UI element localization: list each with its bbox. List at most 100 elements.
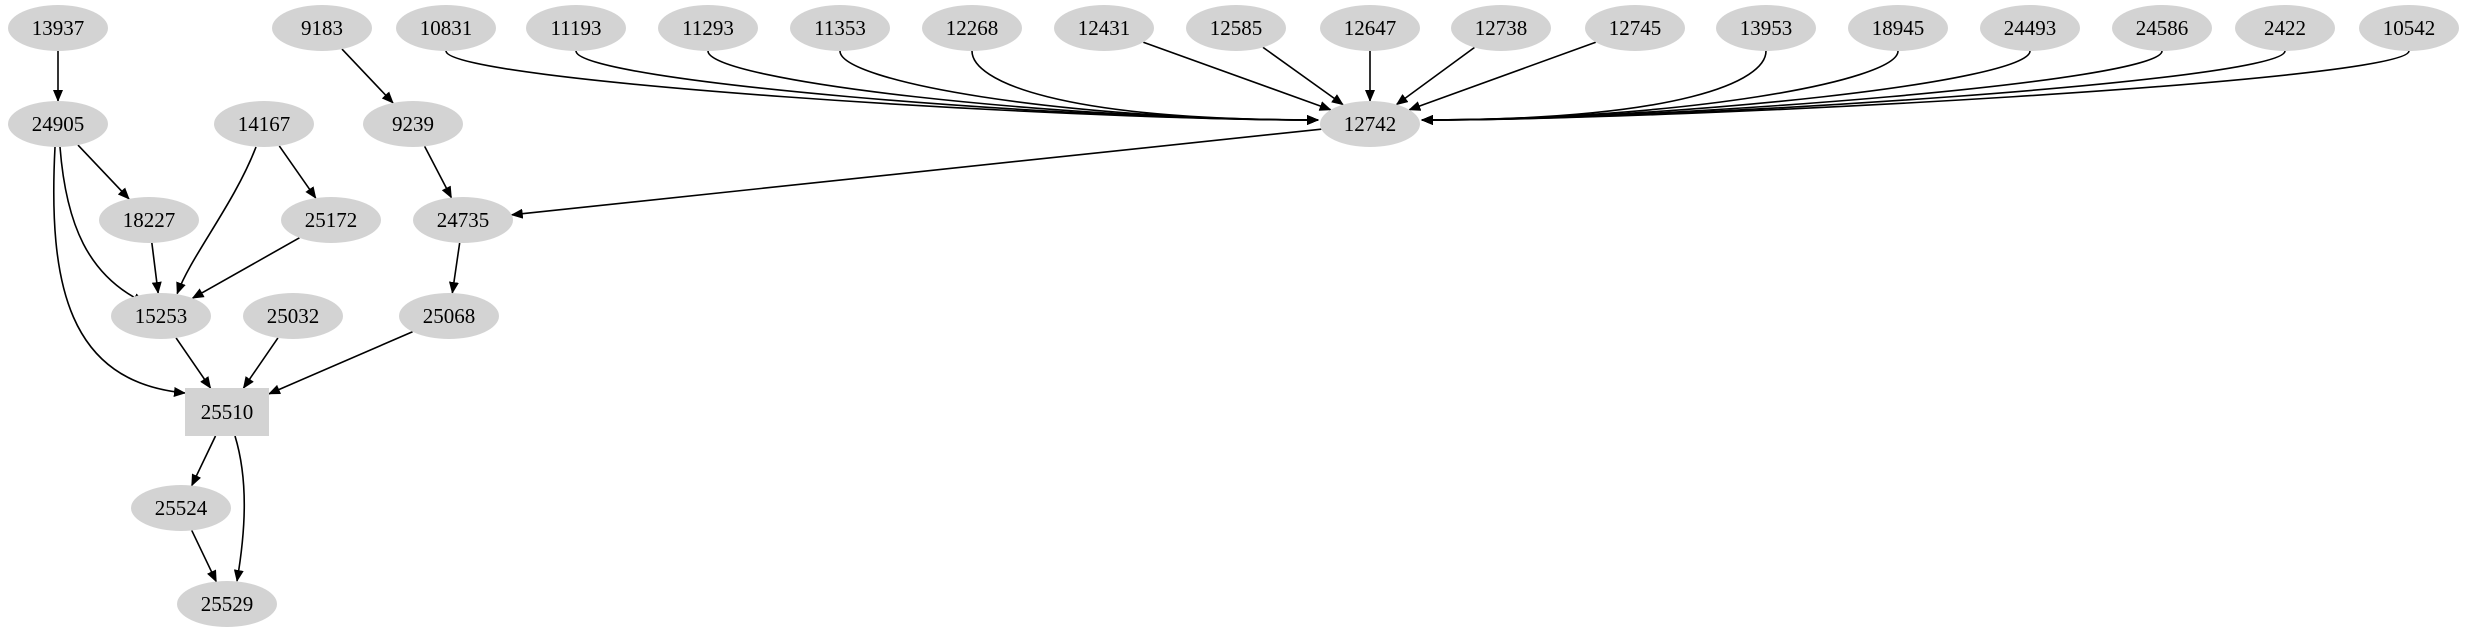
- node-18227[interactable]: 18227: [99, 197, 199, 243]
- node-ellipse: [111, 293, 211, 339]
- node-12431[interactable]: 12431: [1054, 5, 1154, 51]
- node-label: 10542: [2383, 16, 2436, 40]
- node-label: 9239: [392, 112, 434, 136]
- node-label: 24905: [32, 112, 85, 136]
- node-24735[interactable]: 24735: [413, 197, 513, 243]
- node-ellipse: [1980, 5, 2080, 51]
- node-label: 15253: [135, 304, 188, 328]
- node-ellipse: [8, 101, 108, 147]
- node-box: [185, 388, 269, 436]
- node-label: 13937: [32, 16, 85, 40]
- node-ellipse: [399, 293, 499, 339]
- node-label: 24493: [2004, 16, 2057, 40]
- node-12647[interactable]: 12647: [1320, 5, 1420, 51]
- node-ellipse: [2112, 5, 2212, 51]
- edge-15253-to-25510: [175, 337, 212, 389]
- node-12585[interactable]: 12585: [1186, 5, 1286, 51]
- node-25524[interactable]: 25524: [131, 485, 231, 531]
- node-25068[interactable]: 25068: [399, 293, 499, 339]
- node-label: 25068: [423, 304, 476, 328]
- node-ellipse: [2235, 5, 2335, 51]
- node-25032[interactable]: 25032: [243, 293, 343, 339]
- edge-11193-to-12742: [575, 50, 1319, 125]
- node-ellipse: [243, 293, 343, 339]
- node-ellipse: [214, 101, 314, 147]
- node-label: 13953: [1740, 16, 1793, 40]
- edge-24905-to-15253: [59, 146, 146, 304]
- node-ellipse: [177, 581, 277, 627]
- node-ellipse: [1585, 5, 1685, 51]
- node-label: 12431: [1078, 16, 1131, 40]
- node-13937[interactable]: 13937: [8, 5, 108, 51]
- node-label: 18945: [1872, 16, 1925, 40]
- node-ellipse: [272, 5, 372, 51]
- node-18945[interactable]: 18945: [1848, 5, 1948, 51]
- node-10831[interactable]: 10831: [396, 5, 496, 51]
- edge-25032-to-25510: [242, 337, 279, 389]
- edge-25510-to-25524: [191, 435, 217, 487]
- edge-24905-to-25510: [52, 146, 186, 397]
- node-ellipse: [99, 197, 199, 243]
- node-12268[interactable]: 12268: [922, 5, 1022, 51]
- edge-14167-to-15253: [176, 146, 257, 295]
- edge-2422-to-12742: [1421, 50, 2286, 125]
- node-ellipse: [281, 197, 381, 243]
- node-14167[interactable]: 14167: [214, 101, 314, 147]
- node-24905[interactable]: 24905: [8, 101, 108, 147]
- node-label: 25529: [201, 592, 254, 616]
- node-24586[interactable]: 24586: [2112, 5, 2212, 51]
- edge-25510-to-25529: [233, 435, 246, 582]
- node-label: 2422: [2264, 16, 2306, 40]
- edge-25524-to-25529: [191, 530, 217, 583]
- node-label: 12745: [1609, 16, 1662, 40]
- node-13953[interactable]: 13953: [1716, 5, 1816, 51]
- node-ellipse: [363, 101, 463, 147]
- node-10542[interactable]: 10542: [2359, 5, 2459, 51]
- edge-18945-to-12742: [1421, 50, 1899, 125]
- node-24493[interactable]: 24493: [1980, 5, 2080, 51]
- node-ellipse: [1054, 5, 1154, 51]
- node-label: 24735: [437, 208, 490, 232]
- edge-24735-to-25068: [448, 242, 461, 295]
- node-label: 12647: [1344, 16, 1397, 40]
- node-label: 12738: [1475, 16, 1528, 40]
- node-9183[interactable]: 9183: [272, 5, 372, 51]
- node-label: 12268: [946, 16, 999, 40]
- edge-14167-to-25172: [278, 145, 317, 199]
- node-11293[interactable]: 11293: [658, 5, 758, 51]
- node-25529[interactable]: 25529: [177, 581, 277, 627]
- node-ellipse: [1320, 101, 1420, 147]
- node-label: 14167: [238, 112, 291, 136]
- edge-24905-to-18227: [77, 144, 130, 200]
- edge-25068-to-25510: [268, 331, 413, 395]
- edge-12742-to-24735: [510, 128, 1322, 219]
- node-11353[interactable]: 11353: [790, 5, 890, 51]
- node-12742[interactable]: 12742: [1320, 101, 1420, 147]
- edge-11353-to-12742: [839, 50, 1319, 125]
- node-label: 11193: [551, 16, 602, 40]
- node-label: 18227: [123, 208, 176, 232]
- node-ellipse: [1186, 5, 1286, 51]
- node-12738[interactable]: 12738: [1451, 5, 1551, 51]
- edge-9239-to-24735: [423, 145, 453, 199]
- edge-12738-to-12742: [1395, 46, 1475, 106]
- node-ellipse: [790, 5, 890, 51]
- node-9239[interactable]: 9239: [363, 101, 463, 147]
- edge-12585-to-12742: [1262, 46, 1344, 106]
- edge-10542-to-12742: [1421, 50, 2410, 125]
- node-ellipse: [1320, 5, 1420, 51]
- node-25172[interactable]: 25172: [281, 197, 381, 243]
- node-25510[interactable]: 25510: [185, 388, 269, 436]
- node-11193[interactable]: 11193: [526, 5, 626, 51]
- node-label: 9183: [301, 16, 343, 40]
- node-ellipse: [922, 5, 1022, 51]
- node-label: 10831: [420, 16, 473, 40]
- node-2422[interactable]: 2422: [2235, 5, 2335, 51]
- node-ellipse: [2359, 5, 2459, 51]
- node-label: 24586: [2136, 16, 2189, 40]
- node-12745[interactable]: 12745: [1585, 5, 1685, 51]
- node-label: 11353: [814, 16, 866, 40]
- node-15253[interactable]: 15253: [111, 293, 211, 339]
